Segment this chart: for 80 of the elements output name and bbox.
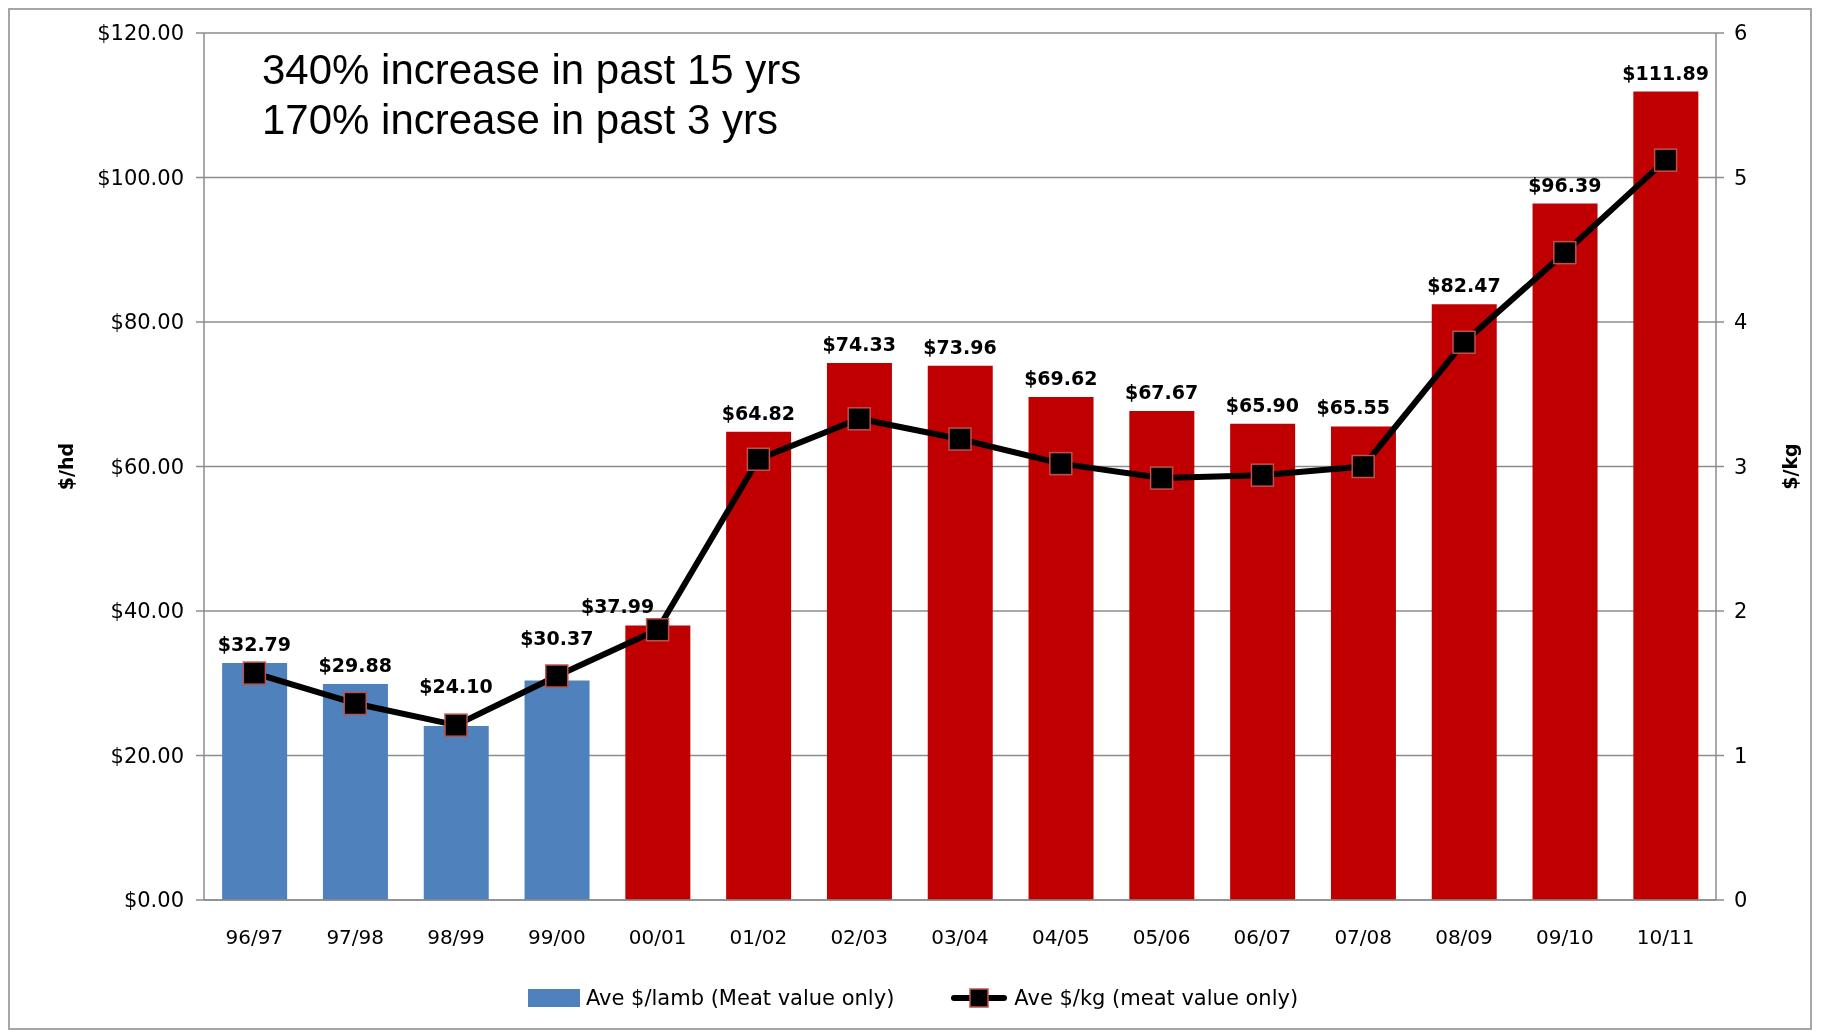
point bbox=[847, 407, 871, 431]
data-label: $67.67 bbox=[1124, 381, 1199, 404]
point bbox=[242, 661, 267, 685]
x-tick-label: 01/02 bbox=[729, 925, 788, 950]
point bbox=[645, 618, 670, 642]
data-label: $74.33 bbox=[822, 332, 896, 355]
y-tick-label: $100.00 bbox=[97, 165, 184, 190]
bar bbox=[1532, 203, 1598, 900]
point bbox=[1653, 148, 1678, 172]
data-label: $29.88 bbox=[318, 654, 392, 677]
y2-tick-label: 0 bbox=[1734, 888, 1748, 913]
data-label: $24.10 bbox=[419, 674, 493, 697]
x-tick-label: 99/00 bbox=[527, 925, 586, 950]
point bbox=[1250, 463, 1275, 487]
annotation: 170% increase in past 3 yrs bbox=[262, 95, 779, 145]
bar bbox=[1633, 91, 1699, 900]
y-tick-label: $120.00 bbox=[97, 21, 184, 46]
point bbox=[1351, 454, 1375, 479]
bar bbox=[423, 725, 489, 900]
bar bbox=[826, 362, 892, 900]
data-label: $65.90 bbox=[1225, 393, 1300, 416]
point bbox=[948, 427, 972, 451]
data-label: $64.82 bbox=[721, 401, 796, 424]
y-axis-title: $/hd bbox=[54, 442, 77, 491]
bar bbox=[726, 431, 792, 900]
data-label: $69.62 bbox=[1024, 367, 1098, 389]
y2-tick-label: 1 bbox=[1734, 743, 1748, 768]
x-tick-label: 09/10 bbox=[1535, 925, 1594, 950]
bar bbox=[1129, 411, 1195, 900]
x-tick-label: 98/99 bbox=[427, 925, 485, 950]
legend-label: Ave $/lamb (Meat value only) bbox=[585, 986, 895, 1010]
bar bbox=[625, 625, 691, 900]
bar bbox=[524, 680, 590, 900]
x-tick-label: 02/03 bbox=[830, 925, 889, 950]
data-label: $30.37 bbox=[520, 626, 594, 649]
y-tick-label: $20.00 bbox=[110, 743, 184, 768]
bar bbox=[927, 365, 993, 900]
data-label: $96.39 bbox=[1528, 173, 1602, 196]
bar bbox=[1230, 423, 1296, 900]
y-tick-label: $60.00 bbox=[110, 454, 184, 479]
data-label: $65.55 bbox=[1316, 396, 1390, 419]
legend-label: Ave $/kg (meat value only) bbox=[1014, 986, 1299, 1010]
annotation: 340% increase in past 15 yrs bbox=[262, 45, 802, 95]
y-tick-label: $80.00 bbox=[110, 310, 184, 335]
y2-tick-label: 2 bbox=[1734, 599, 1748, 624]
x-tick-label: 00/01 bbox=[628, 925, 687, 950]
x-tick-label: 10/11 bbox=[1636, 925, 1695, 950]
x-tick-label: 97/98 bbox=[326, 925, 385, 950]
point bbox=[444, 713, 468, 737]
point bbox=[1049, 451, 1073, 476]
bar bbox=[222, 663, 288, 900]
data-label: $32.79 bbox=[217, 633, 292, 656]
data-label: $111.89 bbox=[1622, 61, 1709, 84]
point bbox=[1452, 330, 1476, 354]
x-tick-label: 96/97 bbox=[225, 925, 284, 950]
point bbox=[545, 664, 569, 688]
y2-tick-label: 6 bbox=[1734, 21, 1748, 46]
x-tick-label: 05/06 bbox=[1132, 925, 1191, 950]
x-tick-label: 03/04 bbox=[931, 925, 989, 950]
bar bbox=[1330, 426, 1396, 900]
x-tick-label: 06/07 bbox=[1233, 925, 1292, 950]
point bbox=[746, 447, 771, 472]
y-tick-label: $0.00 bbox=[123, 888, 184, 913]
point bbox=[343, 691, 367, 716]
bar bbox=[1431, 304, 1497, 900]
bar bbox=[322, 684, 388, 900]
y2-axis-title: $/kg bbox=[1778, 443, 1801, 490]
data-label: $73.96 bbox=[923, 335, 997, 358]
x-tick-label: 07/08 bbox=[1334, 925, 1393, 950]
point bbox=[1149, 466, 1174, 490]
y2-tick-label: 5 bbox=[1734, 165, 1748, 190]
y2-tick-label: 4 bbox=[1734, 310, 1748, 335]
point bbox=[1553, 240, 1577, 265]
x-tick-label: 04/05 bbox=[1031, 925, 1090, 950]
x-tick-label: 08/09 bbox=[1435, 925, 1493, 950]
bar bbox=[1028, 397, 1094, 900]
data-label: $37.99 bbox=[580, 594, 655, 617]
y2-tick-label: 3 bbox=[1734, 454, 1748, 479]
data-label: $82.47 bbox=[1427, 274, 1501, 297]
y-tick-label: $40.00 bbox=[110, 599, 184, 624]
